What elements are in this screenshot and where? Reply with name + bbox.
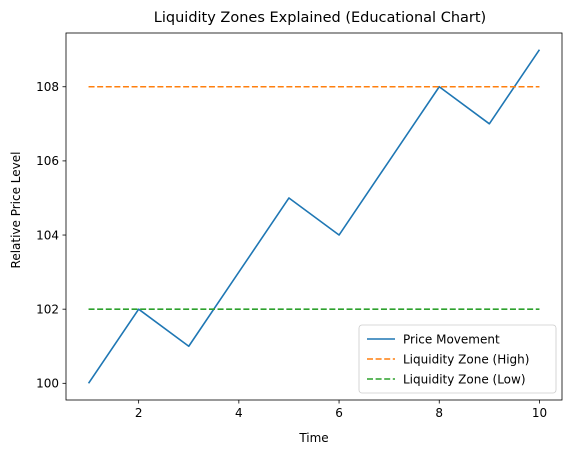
y-axis-label: Relative Price Level: [9, 152, 23, 269]
legend-label-price-movement: Price Movement: [403, 332, 500, 346]
x-tick-label: 2: [135, 406, 143, 420]
x-tick-label: 8: [435, 406, 443, 420]
y-tick-label: 100: [36, 377, 59, 391]
series-layer: [87, 49, 541, 384]
y-tick-label: 104: [36, 228, 59, 242]
x-tick-label: 6: [335, 406, 343, 420]
legend-box: [358, 324, 557, 394]
x-axis-ticks: 2 4 6 8 10: [135, 400, 547, 420]
plot-area-frame: [65, 32, 563, 401]
chart-title: Liquidity Zones Explained (Educational C…: [154, 10, 486, 26]
series-line-price-movement: [87, 49, 541, 384]
legend-label-liquidity-zone-low: Liquidity Zone (Low): [403, 372, 526, 386]
legend: Price Movement Liquidity Zone (High) Liqui…: [358, 324, 557, 394]
x-tick-label: 10: [532, 406, 547, 420]
y-tick-label: 108: [36, 80, 59, 94]
y-axis-ticks: 100 102 104 106 108: [36, 80, 66, 391]
y-tick-label: 106: [36, 154, 59, 168]
y-tick-label: 102: [36, 302, 59, 316]
legend-label-liquidity-zone-high: Liquidity Zone (High): [403, 352, 529, 366]
x-tick-label: 4: [235, 406, 243, 420]
x-axis-label: Time: [298, 431, 328, 445]
